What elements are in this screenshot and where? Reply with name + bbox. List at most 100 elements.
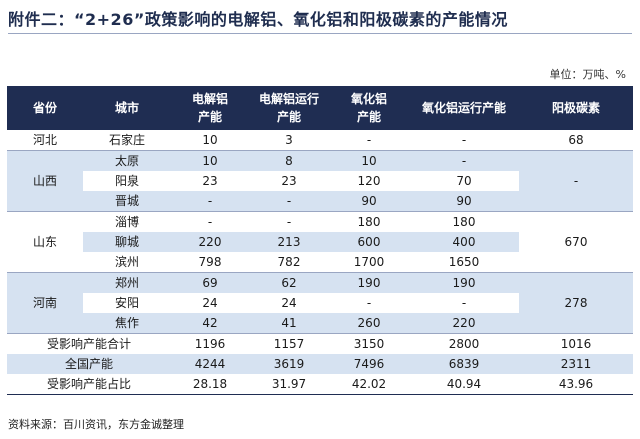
- header-electrolytic-capacity: 电解铝 产能: [171, 86, 249, 130]
- table-row: 安阳 24 24 - -: [7, 293, 633, 313]
- electrolytic-running-cell: 31.97: [249, 374, 329, 395]
- alumina-capacity-cell: 90: [329, 191, 409, 212]
- electrolytic-running-cell: 782: [249, 252, 329, 273]
- electrolytic-capacity-cell: 28.18: [171, 374, 249, 395]
- table-row: 河北 石家庄 10 3 - - 68: [7, 130, 633, 151]
- electrolytic-capacity-cell: 4244: [171, 354, 249, 374]
- capacity-table: 省份 城市 电解铝 产能 电解铝运行 产能 氧化铝 产能 氧化铝运行产能 阳极碳…: [7, 86, 633, 395]
- alumina-running-cell: 400: [409, 232, 519, 252]
- table-header-row: 省份 城市 电解铝 产能 电解铝运行 产能 氧化铝 产能 氧化铝运行产能 阳极碳…: [7, 86, 633, 130]
- table-row: 晋城 - - 90 90: [7, 191, 633, 212]
- alumina-running-cell: 1650: [409, 252, 519, 273]
- anode-carbon-cell: -: [519, 150, 633, 212]
- page-title: 附件二：“2+26”政策影响的电解铝、氧化铝和阳极碳素的产能情况: [8, 10, 508, 29]
- electrolytic-capacity-cell: -: [171, 191, 249, 212]
- table-row: 河南 郑州 69 62 190 190 278: [7, 272, 633, 334]
- alumina-capacity-cell: 42.02: [329, 374, 409, 395]
- summary-label-cell: 全国产能: [7, 354, 171, 374]
- table-row: 滨州 798 782 1700 1650: [7, 252, 633, 273]
- summary-row: 受影响产能合计 1196 1157 3150 2800 1016: [7, 333, 633, 354]
- alumina-capacity-cell: -: [329, 130, 409, 151]
- header-anode-carbon: 阳极碳素: [519, 86, 633, 130]
- city-cell: 聊城: [83, 232, 171, 252]
- city-cell: 太原: [83, 150, 171, 171]
- electrolytic-running-cell: 3619: [249, 354, 329, 374]
- city-cell: 阳泉: [83, 171, 171, 191]
- alumina-running-cell: 180: [409, 211, 519, 232]
- electrolytic-running-cell: 41: [249, 313, 329, 334]
- electrolytic-running-cell: 3: [249, 130, 329, 151]
- electrolytic-capacity-cell: 23: [171, 171, 249, 191]
- alumina-running-cell: -: [409, 150, 519, 171]
- electrolytic-running-cell: 213: [249, 232, 329, 252]
- anode-carbon-cell: 1016: [519, 333, 633, 354]
- header-alumina-capacity-line1: 氧化铝: [350, 92, 387, 106]
- table-row: 焦作 42 41 260 220: [7, 313, 633, 334]
- table-row: 山东 淄博 - - 180 180 670: [7, 211, 633, 273]
- header-electrolytic-running: 电解铝运行 产能: [249, 86, 329, 130]
- province-cell: 河南: [7, 272, 83, 334]
- electrolytic-capacity-cell: 24: [171, 293, 249, 313]
- city-cell: 滨州: [83, 252, 171, 273]
- summary-row: 全国产能 4244 3619 7496 6839 2311: [7, 354, 633, 374]
- alumina-capacity-cell: 3150: [329, 333, 409, 354]
- alumina-running-cell: 90: [409, 191, 519, 212]
- anode-carbon-cell: 68: [519, 130, 633, 151]
- alumina-capacity-cell: 120: [329, 171, 409, 191]
- alumina-capacity-cell: 1700: [329, 252, 409, 273]
- unit-note: 单位：万吨、%: [549, 68, 626, 81]
- alumina-capacity-cell: 10: [329, 150, 409, 171]
- anode-carbon-cell: 670: [519, 211, 633, 273]
- summary-label-cell: 受影响产能合计: [7, 333, 171, 354]
- electrolytic-capacity-cell: 42: [171, 313, 249, 334]
- alumina-running-cell: 40.94: [409, 374, 519, 395]
- city-cell: 淄博: [83, 211, 171, 232]
- header-electrolytic-capacity-line1: 电解铝: [191, 92, 228, 106]
- electrolytic-capacity-cell: 10: [171, 150, 249, 171]
- source-note: 资料来源：百川资讯，东方金诚整理: [8, 418, 184, 431]
- city-cell: 焦作: [83, 313, 171, 334]
- header-electrolytic-running-line1: 电解铝运行: [258, 92, 319, 106]
- electrolytic-capacity-cell: -: [171, 211, 249, 232]
- alumina-running-cell: 70: [409, 171, 519, 191]
- electrolytic-running-cell: 8: [249, 150, 329, 171]
- capacity-table-container: 省份 城市 电解铝 产能 电解铝运行 产能 氧化铝 产能 氧化铝运行产能 阳极碳…: [7, 86, 633, 395]
- header-electrolytic-running-line2: 产能: [276, 110, 301, 124]
- alumina-capacity-cell: 260: [329, 313, 409, 334]
- electrolytic-capacity-cell: 1196: [171, 333, 249, 354]
- alumina-capacity-cell: 180: [329, 211, 409, 232]
- electrolytic-capacity-cell: 798: [171, 252, 249, 273]
- city-cell: 石家庄: [83, 130, 171, 151]
- province-cell: 河北: [7, 130, 83, 151]
- alumina-running-cell: 2800: [409, 333, 519, 354]
- alumina-capacity-cell: 600: [329, 232, 409, 252]
- city-cell: 郑州: [83, 272, 171, 293]
- alumina-running-cell: 6839: [409, 354, 519, 374]
- title-divider: [8, 33, 632, 34]
- anode-carbon-cell: 278: [519, 272, 633, 334]
- city-cell: 晋城: [83, 191, 171, 212]
- header-alumina-capacity: 氧化铝 产能: [329, 86, 409, 130]
- electrolytic-capacity-cell: 69: [171, 272, 249, 293]
- header-alumina-running: 氧化铝运行产能: [409, 86, 519, 130]
- electrolytic-running-cell: 62: [249, 272, 329, 293]
- alumina-capacity-cell: 7496: [329, 354, 409, 374]
- electrolytic-capacity-cell: 220: [171, 232, 249, 252]
- anode-carbon-cell: 43.96: [519, 374, 633, 395]
- alumina-running-cell: -: [409, 293, 519, 313]
- alumina-running-cell: -: [409, 130, 519, 151]
- electrolytic-capacity-cell: 10: [171, 130, 249, 151]
- table-row: 阳泉 23 23 120 70: [7, 171, 633, 191]
- summary-row: 受影响产能占比 28.18 31.97 42.02 40.94 43.96: [7, 374, 633, 395]
- table-row: 聊城 220 213 600 400: [7, 232, 633, 252]
- alumina-running-cell: 190: [409, 272, 519, 293]
- header-city: 城市: [83, 86, 171, 130]
- electrolytic-running-cell: 23: [249, 171, 329, 191]
- alumina-capacity-cell: -: [329, 293, 409, 313]
- anode-carbon-cell: 2311: [519, 354, 633, 374]
- alumina-running-cell: 220: [409, 313, 519, 334]
- header-electrolytic-capacity-line2: 产能: [197, 110, 222, 124]
- electrolytic-running-cell: 1157: [249, 333, 329, 354]
- electrolytic-running-cell: -: [249, 191, 329, 212]
- city-cell: 安阳: [83, 293, 171, 313]
